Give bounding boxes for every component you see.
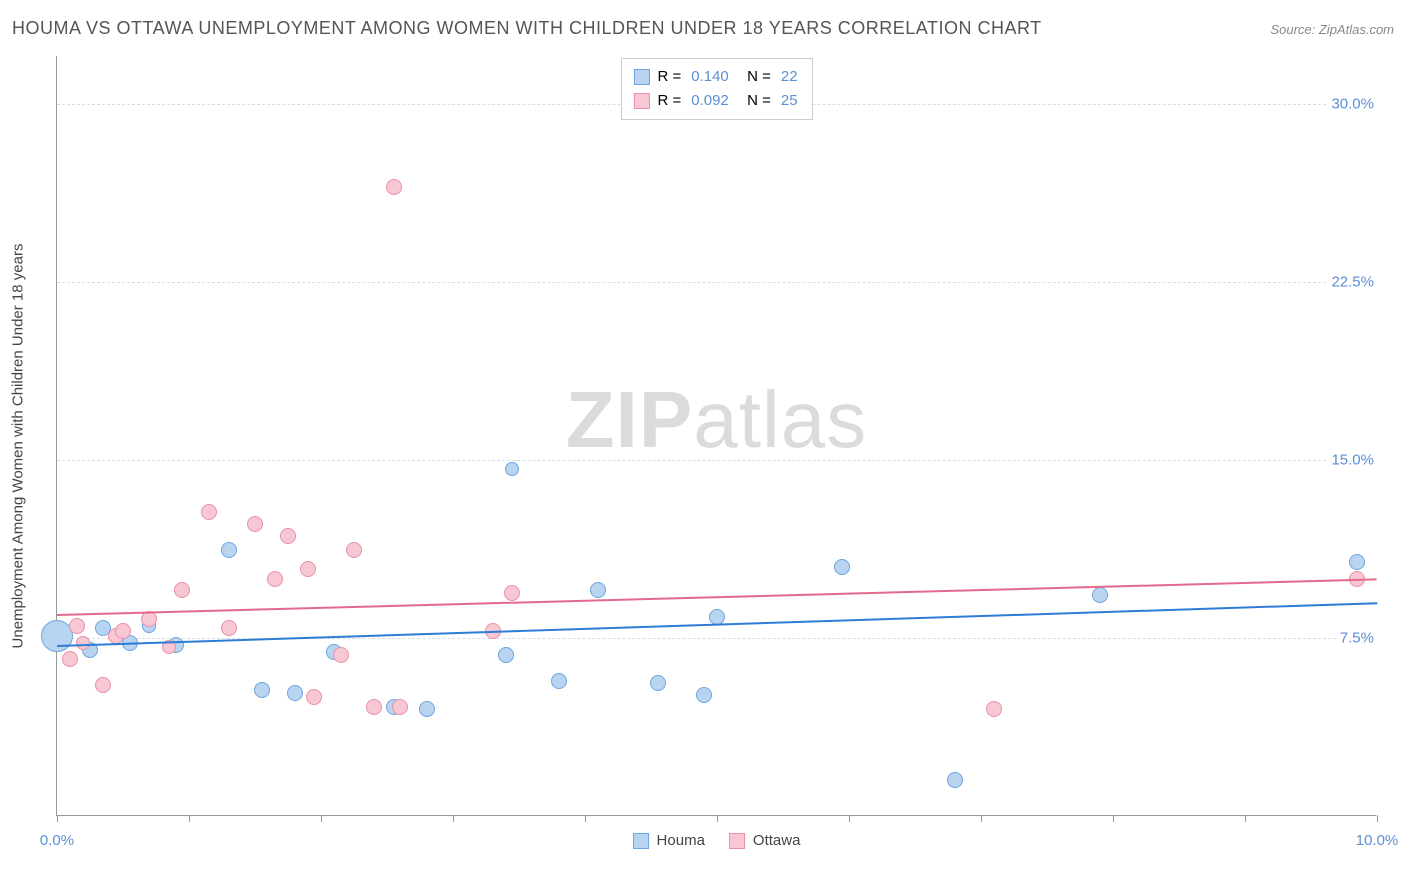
chart-source: Source: ZipAtlas.com — [1270, 22, 1394, 37]
scatter-point-ottawa — [392, 699, 408, 715]
x-tick — [57, 815, 58, 822]
scatter-point-houma — [947, 772, 963, 788]
scatter-point-ottawa — [504, 585, 520, 601]
legend-n-label: N = — [739, 65, 771, 89]
scatter-point-ottawa — [346, 542, 362, 558]
scatter-point-houma — [287, 685, 303, 701]
scatter-point-houma — [834, 559, 850, 575]
x-tick-label: 10.0% — [1356, 832, 1399, 849]
legend-r-value-houma: 0.140 — [689, 65, 731, 89]
legend-row-houma: R = 0.140 N = 22 — [633, 65, 799, 89]
gridline — [57, 282, 1376, 283]
x-tick — [717, 815, 718, 822]
scatter-point-ottawa — [62, 651, 78, 667]
legend-r-value-ottawa: 0.092 — [689, 89, 731, 113]
legend-label-ottawa: Ottawa — [753, 832, 801, 849]
scatter-point-houma — [551, 673, 567, 689]
legend-r-label: R = — [657, 65, 681, 89]
scatter-point-houma — [709, 609, 725, 625]
scatter-point-ottawa — [221, 620, 237, 636]
scatter-point-houma — [1349, 554, 1365, 570]
legend-swatch-ottawa — [633, 93, 649, 109]
watermark: ZIPatlas — [566, 374, 867, 466]
legend-swatch-ottawa — [729, 833, 745, 849]
legend-item-ottawa: Ottawa — [729, 832, 801, 849]
scatter-point-houma — [419, 701, 435, 717]
scatter-point-houma — [590, 582, 606, 598]
legend-row-ottawa: R = 0.092 N = 25 — [633, 89, 799, 113]
y-tick-label: 22.5% — [1327, 271, 1378, 292]
x-tick — [453, 815, 454, 822]
scatter-point-houma — [254, 682, 270, 698]
y-axis-label: Unemployment Among Women with Children U… — [10, 244, 27, 649]
chart-plot-area: ZIPatlas 7.5%15.0%22.5%30.0% 0.0%10.0% R… — [56, 56, 1376, 816]
legend-r-label: R = — [657, 89, 681, 113]
legend-n-value-houma: 22 — [779, 65, 800, 89]
y-tick-label: 15.0% — [1327, 449, 1378, 470]
legend-item-houma: Houma — [633, 832, 705, 849]
scatter-point-ottawa — [306, 689, 322, 705]
x-tick-label: 0.0% — [40, 832, 74, 849]
chart-header: HOUMA VS OTTAWA UNEMPLOYMENT AMONG WOMEN… — [12, 18, 1394, 39]
scatter-point-houma — [1092, 587, 1108, 603]
gridline — [57, 460, 1376, 461]
watermark-zip: ZIP — [566, 375, 693, 464]
scatter-point-ottawa — [386, 179, 402, 195]
scatter-point-ottawa — [201, 504, 217, 520]
chart-title: HOUMA VS OTTAWA UNEMPLOYMENT AMONG WOMEN… — [12, 18, 1042, 39]
scatter-point-houma — [696, 687, 712, 703]
y-tick-label: 7.5% — [1336, 627, 1378, 648]
scatter-point-ottawa — [986, 701, 1002, 717]
legend-n-label: N = — [739, 89, 771, 113]
x-tick — [1245, 815, 1246, 822]
correlation-legend: R = 0.140 N = 22 R = 0.092 N = 25 — [620, 58, 812, 120]
scatter-point-ottawa — [366, 699, 382, 715]
watermark-atlas: atlas — [693, 375, 867, 464]
scatter-point-ottawa — [115, 623, 131, 639]
scatter-point-houma — [650, 675, 666, 691]
legend-swatch-houma — [633, 833, 649, 849]
x-tick — [1377, 815, 1378, 822]
scatter-point-ottawa — [280, 528, 296, 544]
scatter-point-ottawa — [174, 582, 190, 598]
scatter-point-ottawa — [247, 516, 263, 532]
scatter-point-houma — [505, 462, 519, 476]
y-tick-label: 30.0% — [1327, 93, 1378, 114]
scatter-point-houma — [498, 647, 514, 663]
scatter-point-houma — [221, 542, 237, 558]
x-tick — [1113, 815, 1114, 822]
scatter-point-ottawa — [267, 571, 283, 587]
legend-n-value-ottawa: 25 — [779, 89, 800, 113]
series-legend: Houma Ottawa — [633, 832, 801, 849]
scatter-point-ottawa — [76, 636, 90, 650]
scatter-point-ottawa — [95, 677, 111, 693]
legend-label-houma: Houma — [657, 832, 705, 849]
scatter-point-ottawa — [300, 561, 316, 577]
scatter-point-ottawa — [333, 647, 349, 663]
x-tick — [189, 815, 190, 822]
x-tick — [321, 815, 322, 822]
x-tick — [585, 815, 586, 822]
x-tick — [849, 815, 850, 822]
legend-swatch-houma — [633, 69, 649, 85]
x-tick — [981, 815, 982, 822]
scatter-point-ottawa — [69, 618, 85, 634]
